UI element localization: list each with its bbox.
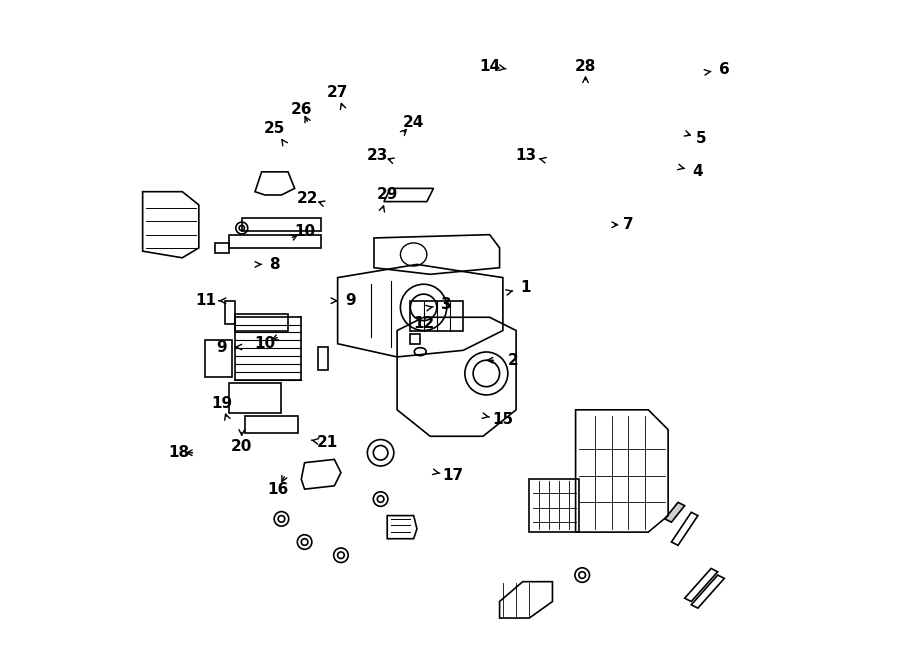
Text: 9: 9 <box>346 293 356 308</box>
Text: 25: 25 <box>264 122 285 136</box>
Text: 20: 20 <box>231 439 253 453</box>
Text: 13: 13 <box>516 148 536 163</box>
Text: 21: 21 <box>317 436 338 450</box>
Text: 6: 6 <box>719 62 730 77</box>
Text: 24: 24 <box>403 115 424 130</box>
Text: 27: 27 <box>327 85 348 100</box>
Text: 12: 12 <box>413 317 434 331</box>
Text: 17: 17 <box>443 469 464 483</box>
Text: 10: 10 <box>294 224 315 239</box>
Text: 29: 29 <box>376 188 398 202</box>
Text: 11: 11 <box>195 293 216 308</box>
Text: 8: 8 <box>269 257 280 272</box>
Text: 2: 2 <box>508 353 518 368</box>
Text: 19: 19 <box>212 396 232 410</box>
Text: 9: 9 <box>217 340 228 354</box>
Text: 4: 4 <box>693 165 703 179</box>
Text: 26: 26 <box>291 102 312 116</box>
Text: 3: 3 <box>441 297 452 311</box>
Text: 5: 5 <box>696 132 706 146</box>
Text: 23: 23 <box>366 148 388 163</box>
Text: 22: 22 <box>297 191 319 206</box>
Text: 16: 16 <box>267 482 289 496</box>
Polygon shape <box>665 502 685 522</box>
Text: 28: 28 <box>575 59 596 73</box>
Text: 18: 18 <box>168 446 190 460</box>
Text: 10: 10 <box>255 336 275 351</box>
Text: 7: 7 <box>623 217 634 232</box>
Bar <box>215 243 229 253</box>
Text: 14: 14 <box>479 59 500 73</box>
Text: 1: 1 <box>521 280 531 295</box>
Text: 15: 15 <box>492 412 513 427</box>
